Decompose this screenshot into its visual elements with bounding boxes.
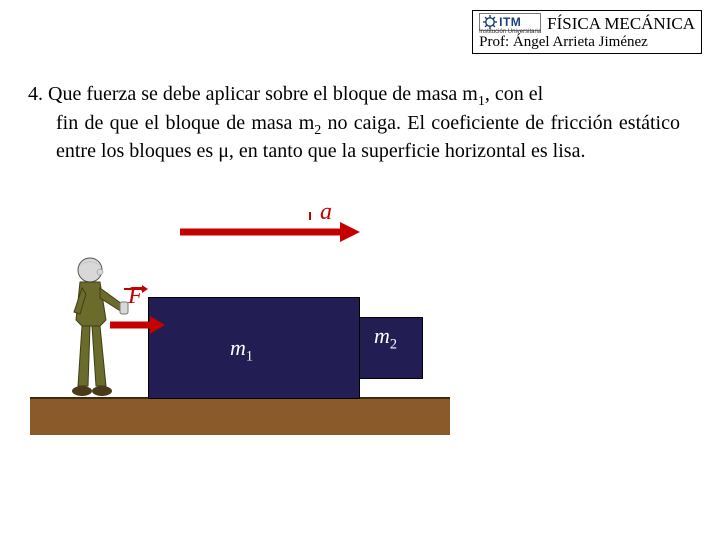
- header-prof: Prof: Ángel Arrieta Jiménez: [479, 34, 695, 51]
- problem-number: 4.: [28, 83, 43, 105]
- arrow-a: [180, 212, 360, 242]
- logo-text: ITM: [499, 15, 521, 29]
- m1-sub: 1: [246, 348, 253, 364]
- header-title: FÍSICA MECÁNICA: [547, 14, 695, 34]
- problem-line1b: , con el: [485, 83, 543, 105]
- problem-line1a: Que fuerza se debe aplicar sobre el bloq…: [48, 83, 478, 105]
- m2-base: m: [374, 323, 390, 348]
- m1-base: m: [230, 335, 246, 360]
- person-icon: [60, 254, 130, 399]
- figure: m1 m2 a F: [30, 205, 450, 435]
- problem-body: fin de que el bloque de masa m2 no caiga…: [28, 111, 680, 165]
- problem-sub1: 1: [478, 94, 485, 109]
- header-row1: ITM Institución Universitaria FÍSICA MEC…: [479, 13, 695, 35]
- a-label: a: [320, 199, 332, 226]
- m2-label: m2: [374, 323, 397, 353]
- problem-text: 4. Que fuerza se debe aplicar sobre el b…: [28, 82, 680, 164]
- logo-block: ITM Institución Universitaria: [479, 13, 541, 35]
- ground: [30, 397, 450, 435]
- header-box: ITM Institución Universitaria FÍSICA MEC…: [472, 10, 702, 54]
- block-m1: [148, 297, 360, 399]
- m2-sub: 2: [390, 336, 397, 352]
- problem-line2a: fin de que el bloque de masa m: [56, 112, 314, 134]
- m1-label: m1: [230, 335, 253, 365]
- gear-icon: [483, 15, 497, 29]
